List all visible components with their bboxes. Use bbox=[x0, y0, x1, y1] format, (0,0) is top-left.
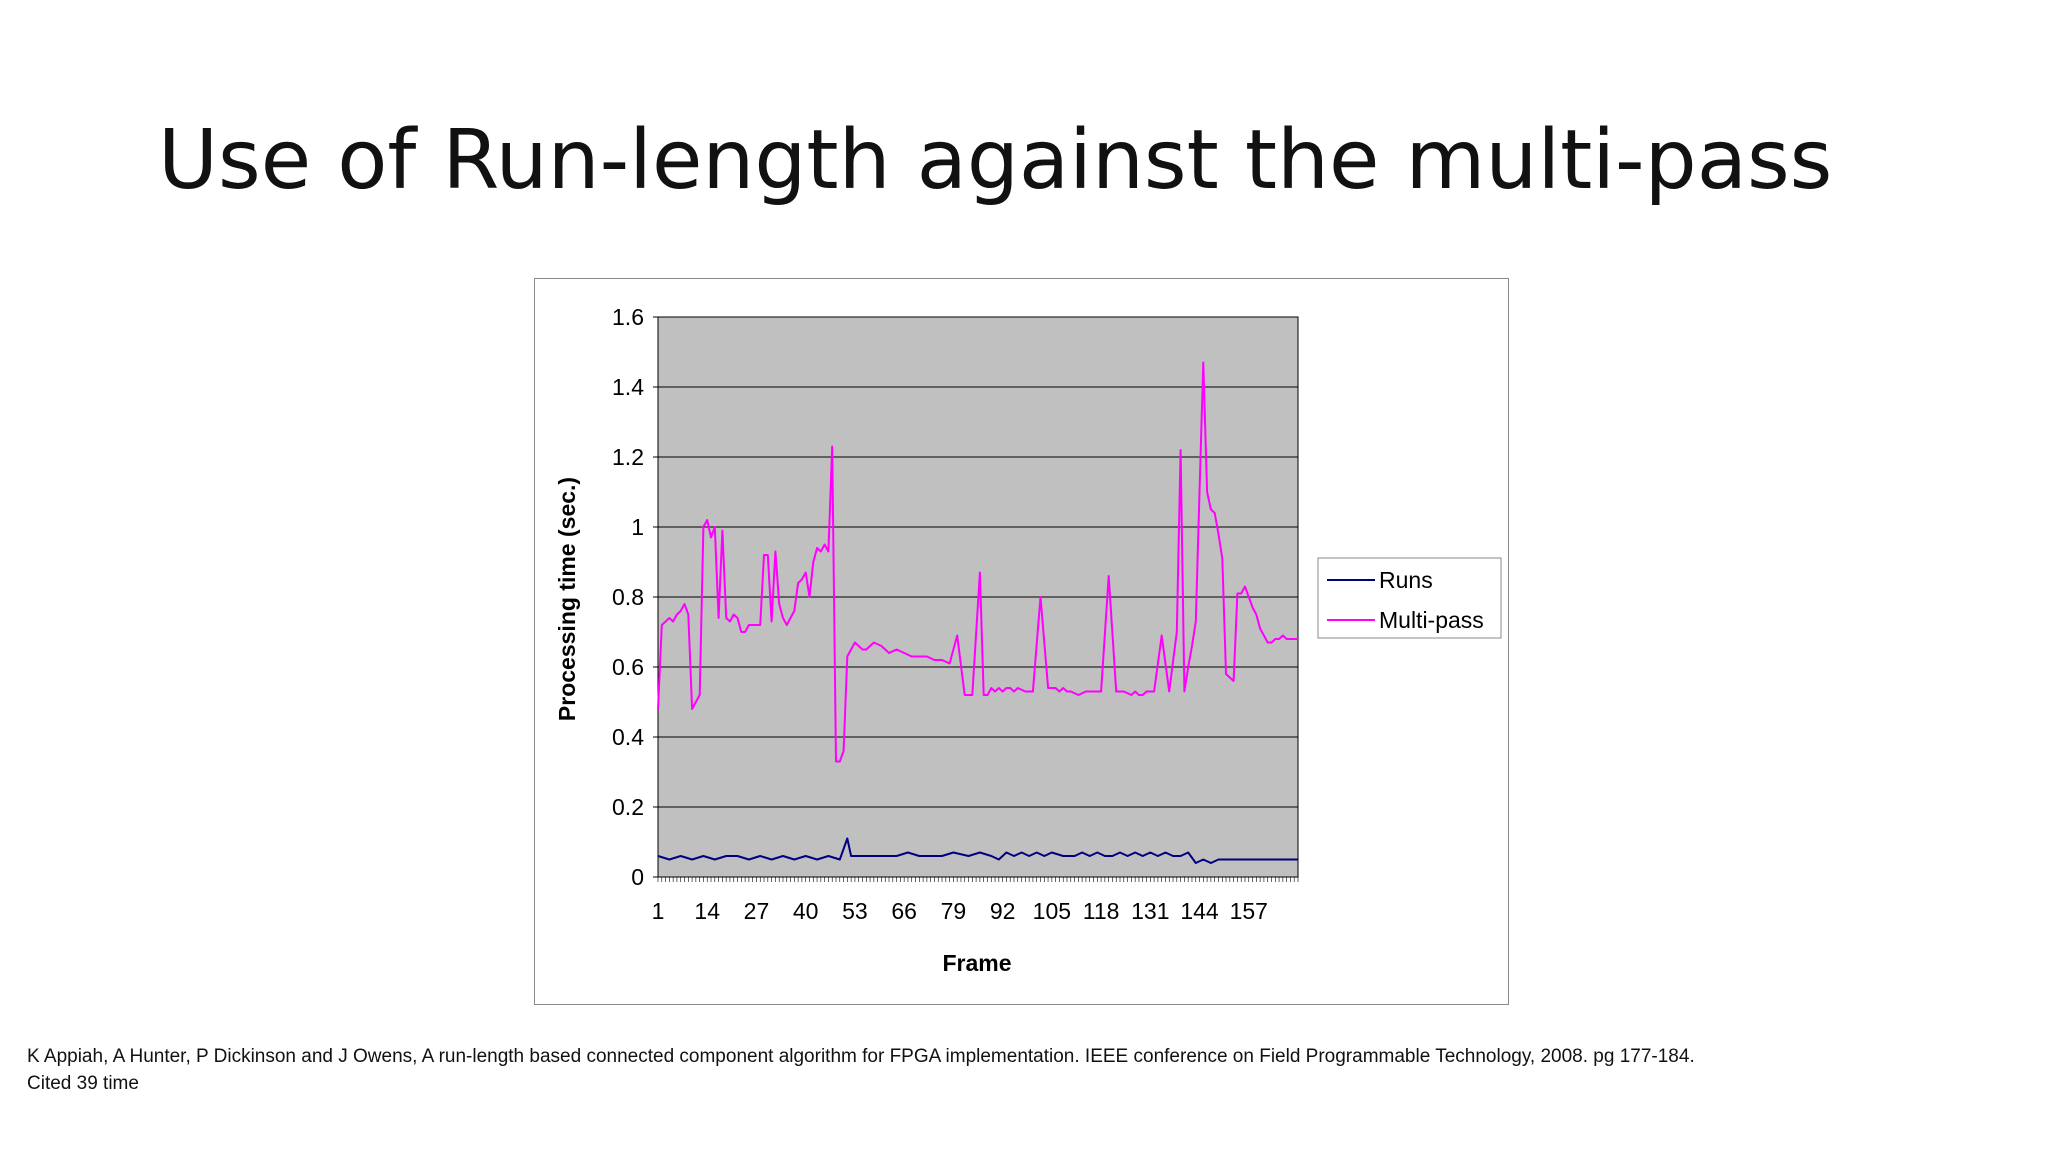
x-tick-label: 105 bbox=[1033, 898, 1071, 924]
legend: Runs Multi-pass bbox=[1317, 557, 1502, 639]
y-tick-label: 1 bbox=[631, 514, 644, 540]
citation: K Appiah, A Hunter, P Dickinson and J Ow… bbox=[27, 1043, 2007, 1097]
x-tick-label: 27 bbox=[744, 898, 770, 924]
y-tick-label: 1.6 bbox=[612, 304, 644, 330]
x-tick-label: 92 bbox=[990, 898, 1016, 924]
line-chart: 0 0.2 0.4 0.6 0.8 1 1.2 1.4 1.6 1 14 27 40 53 66 79 92 10… bbox=[554, 304, 1502, 976]
y-tick-label: 0.6 bbox=[612, 654, 644, 680]
slide-title: Use of Run-length against the multi-pass bbox=[158, 113, 1833, 208]
citation-line-2: Cited 39 time bbox=[27, 1073, 139, 1094]
y-tick-label: 1.2 bbox=[612, 444, 644, 470]
chart-frame: 0 0.2 0.4 0.6 0.8 1 1.2 1.4 1.6 1 14 27 40 53 66 79 92 10… bbox=[534, 278, 1509, 1005]
legend-label-runs: Runs bbox=[1379, 567, 1433, 593]
x-axis-label: Frame bbox=[942, 950, 1011, 976]
x-tick-label: 66 bbox=[891, 898, 917, 924]
x-tick-label: 14 bbox=[694, 898, 720, 924]
x-tick-label: 118 bbox=[1083, 898, 1120, 924]
y-axis-label: Processing time (sec.) bbox=[554, 477, 580, 721]
x-tick-label: 40 bbox=[793, 898, 819, 924]
x-tick-label: 131 bbox=[1131, 898, 1169, 924]
citation-line-1: K Appiah, A Hunter, P Dickinson and J Ow… bbox=[27, 1046, 1695, 1067]
y-tick-label: 0.8 bbox=[612, 584, 644, 610]
legend-label-multi-pass: Multi-pass bbox=[1379, 607, 1484, 633]
x-tick-label: 79 bbox=[941, 898, 967, 924]
x-tick-label: 144 bbox=[1180, 898, 1219, 924]
y-tick-label: 0 bbox=[631, 864, 644, 890]
x-tick-label: 157 bbox=[1230, 898, 1268, 924]
y-tick-label: 0.4 bbox=[612, 724, 644, 750]
x-tick-label: 53 bbox=[842, 898, 868, 924]
x-tick-label: 1 bbox=[652, 898, 665, 924]
series-line-multi-pass bbox=[657, 361, 1298, 763]
y-tick-label: 0.2 bbox=[612, 794, 644, 820]
series-line-runs bbox=[657, 837, 1298, 864]
y-tick-label: 1.4 bbox=[612, 374, 644, 400]
legend-box bbox=[1317, 557, 1502, 639]
